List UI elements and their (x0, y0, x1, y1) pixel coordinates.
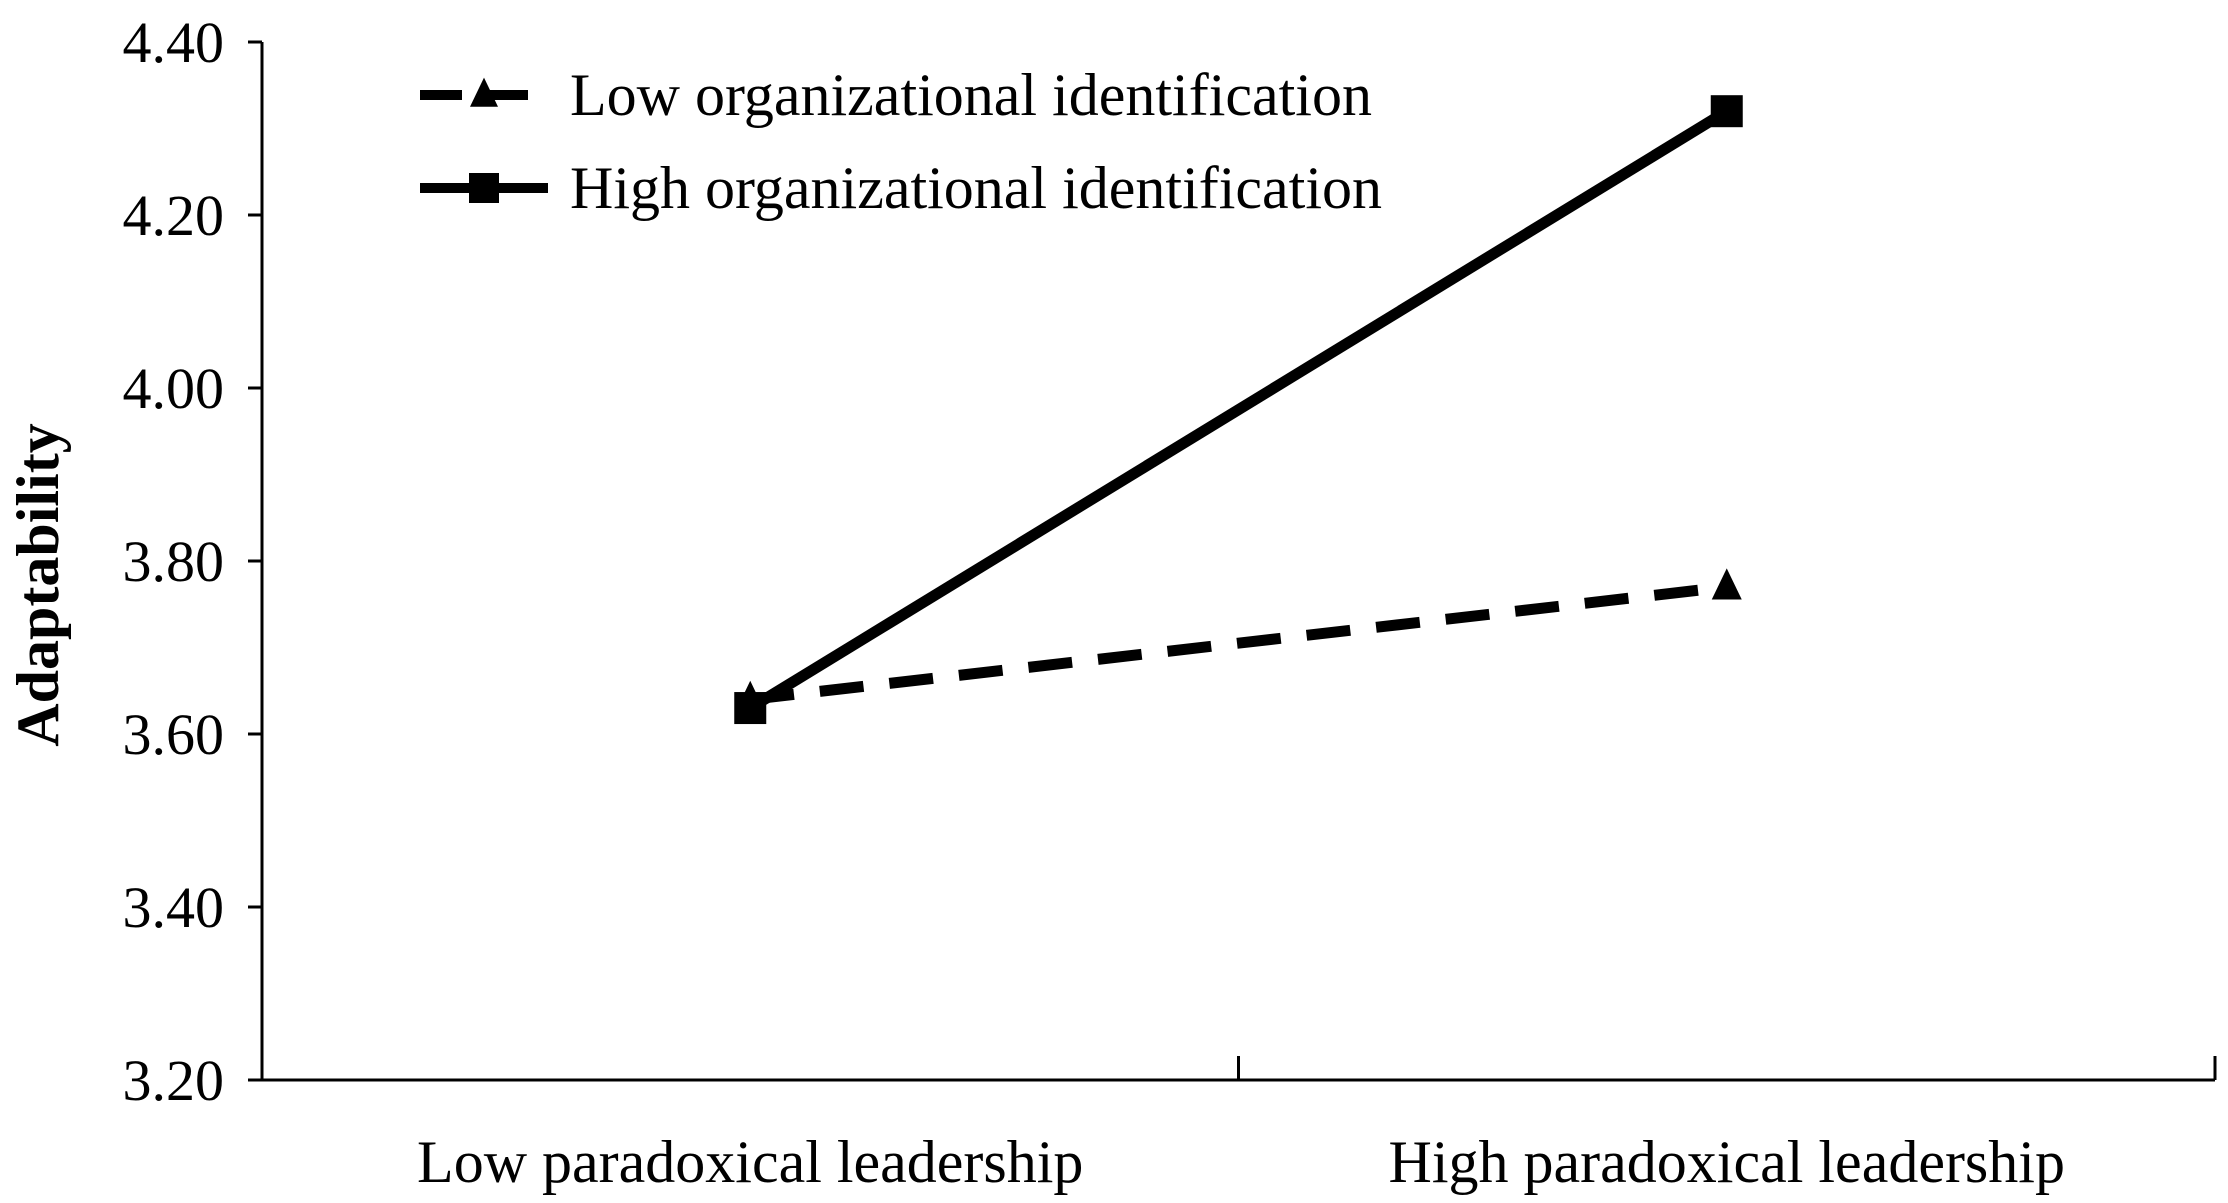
axes: Low paradoxical leadership High paradoxic… (260, 42, 2217, 1195)
y-tick-label: 3.60 (123, 702, 225, 767)
y-axis-ticks: 3.20 3.40 3.60 3.80 4.00 4.20 4.40 (123, 10, 262, 1113)
series-line-high-identification (747, 106, 1730, 713)
series-line-low-identification (749, 581, 1728, 705)
legend-label: Low organizational identification (570, 62, 1372, 128)
x-tick-label: High paradoxical leadership (1389, 1129, 2065, 1195)
legend-marker (470, 77, 498, 107)
y-tick-label: 4.00 (123, 356, 225, 421)
y-tick-label: 3.80 (123, 529, 225, 594)
data-point-triangle (1711, 568, 1742, 600)
data-point-square (1710, 95, 1743, 128)
y-axis-title: Adaptability (5, 423, 71, 746)
y-tick-label: 4.40 (123, 10, 225, 75)
y-tick-label: 3.40 (123, 875, 225, 940)
data-point-square (734, 692, 767, 725)
series-markers (734, 95, 1743, 725)
series-lines (747, 106, 1730, 713)
legend-label: High organizational identification (570, 155, 1382, 221)
y-tick-label: 3.20 (123, 1048, 225, 1113)
y-tick-label: 4.20 (123, 183, 225, 248)
legend: Low organizational identification High or… (420, 62, 1382, 221)
legend-marker (469, 173, 499, 203)
x-tick-label: Low paradoxical leadership (417, 1129, 1083, 1195)
